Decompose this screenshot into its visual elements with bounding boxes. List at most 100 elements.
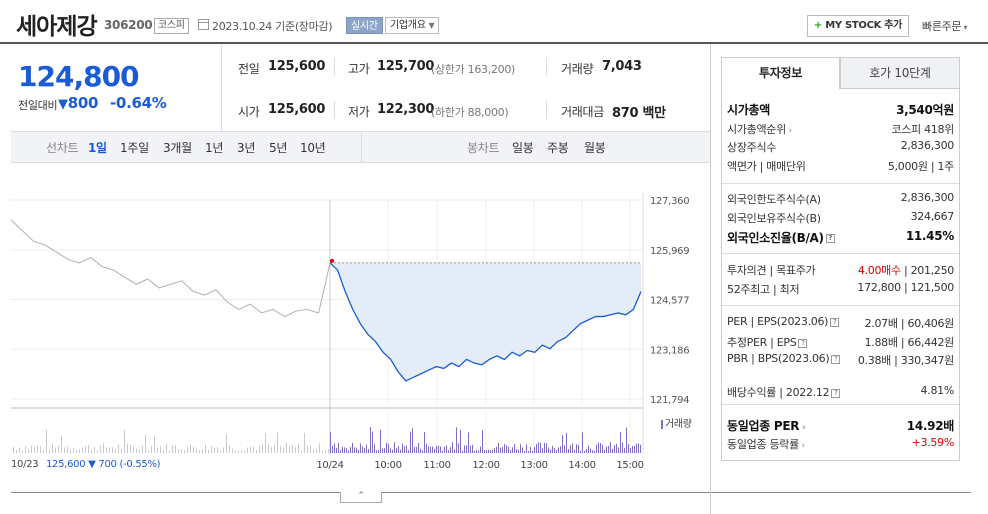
period-3y[interactable]: 3년 — [237, 141, 256, 155]
invest-info-value-text: 2,836,300 — [900, 191, 955, 204]
change-percent: -0.64% — [110, 94, 167, 112]
invest-info-value-text: | 201,250 — [900, 264, 954, 277]
invest-info-row: 외국인보유주식수(B) 324,667 — [727, 210, 954, 230]
help-icon[interactable]: ? — [831, 354, 841, 364]
invest-info-value-text: 4.81% — [920, 384, 955, 397]
volume-bar — [612, 448, 613, 453]
volume-bar — [544, 442, 545, 453]
volume-bar — [340, 450, 341, 453]
invest-info-row: 동일업종 등락률 › +3.59% — [727, 436, 954, 456]
invest-info-row: 투자의견 | 목표주가 4.00매수 | 201,250 — [727, 262, 954, 282]
my-stock-add-button[interactable]: + MY STOCK 추가 — [807, 15, 909, 37]
volume-bar — [366, 444, 367, 453]
realtime-button[interactable]: 실시간 — [346, 17, 383, 34]
invest-info-row: 외국인한도주식수(A) 2,836,300 — [727, 191, 954, 211]
volume-bar — [482, 430, 483, 453]
invest-info-label: 액면가 | 매매단위 — [727, 160, 806, 173]
volume-bar — [378, 449, 379, 453]
volume-bar — [256, 450, 257, 453]
candle-daily[interactable]: 일봉 — [512, 141, 534, 155]
chevron-right-icon[interactable]: › — [785, 126, 792, 136]
volume-bar — [118, 445, 119, 453]
chevron-down-icon: ▾ — [961, 23, 968, 32]
volume-bar — [568, 448, 569, 453]
invest-info-label: 시가총액순위 › — [727, 123, 792, 136]
volume-bar — [142, 445, 143, 453]
volume-bar — [428, 446, 429, 453]
volume-bar — [572, 443, 573, 453]
period-10y[interactable]: 10년 — [300, 141, 326, 155]
volume-bar — [274, 444, 275, 453]
volume-bar — [344, 447, 345, 453]
volume-bar — [508, 446, 509, 453]
change-amount: ▼800 — [58, 94, 98, 112]
collapse-button[interactable]: ⌃ — [340, 492, 382, 503]
volume-bar — [362, 446, 363, 453]
tab-order-book[interactable]: 호가 10단계 — [840, 57, 960, 89]
volume-bar — [520, 444, 521, 453]
period-1w[interactable]: 1주일 — [120, 141, 149, 155]
volume-bar — [538, 442, 539, 453]
help-icon[interactable]: ? — [831, 388, 841, 398]
invest-info-value: 14.92배 — [907, 417, 955, 434]
volume-bar — [109, 447, 110, 453]
volume-bar — [73, 448, 74, 453]
volume-bar — [295, 446, 296, 453]
chevron-right-icon[interactable]: › — [799, 423, 806, 433]
volume-bar — [262, 443, 263, 453]
invest-info-value: 324,667 — [911, 210, 955, 223]
candle-monthly[interactable]: 월봉 — [584, 141, 606, 155]
volume-bar — [472, 444, 473, 453]
period-1d[interactable]: 1일 — [88, 141, 107, 155]
volume-bar — [400, 449, 401, 453]
stock-code: 306200 — [104, 18, 153, 32]
volume-bar — [112, 447, 113, 453]
volume-bar — [154, 436, 155, 453]
volume-bar — [292, 444, 293, 453]
volume-bar — [438, 445, 439, 453]
volume-bar — [184, 450, 185, 453]
candle-weekly[interactable]: 주봉 — [547, 141, 569, 155]
price-chart[interactable]: 127,360 125,969 124,577 123,186 121,794 10/24… — [0, 163, 712, 493]
invest-info-value: 4.81% — [920, 384, 955, 397]
volume-bar — [43, 449, 44, 453]
help-icon[interactable]: ? — [798, 338, 808, 348]
help-icon[interactable]: ? — [825, 234, 835, 243]
period-3m[interactable]: 3개월 — [163, 141, 192, 155]
volume-bar — [298, 443, 299, 453]
quick-order-dropdown[interactable]: 빠른주문 ▾ — [922, 18, 968, 34]
volume-bar — [342, 446, 343, 453]
volume-bar — [268, 443, 269, 453]
volume-bar — [518, 450, 519, 453]
volume-bar — [217, 447, 218, 453]
volume-bar — [528, 450, 529, 453]
my-stock-label: MY STOCK 추가 — [825, 20, 903, 31]
volume-bar — [330, 432, 331, 453]
volume-bar — [253, 446, 254, 453]
volume-bar — [444, 446, 445, 453]
company-overview-dropdown[interactable]: 기업개요 ▼ — [385, 17, 440, 34]
chevron-right-icon[interactable]: › — [798, 441, 805, 451]
calendar-icon — [198, 19, 209, 30]
volume-bar — [386, 442, 387, 453]
x-tick-label: 11:00 — [423, 460, 450, 471]
help-icon[interactable]: ? — [830, 317, 840, 327]
volume-bar — [562, 434, 563, 453]
volume-bar — [622, 442, 623, 453]
volume-bar — [618, 447, 619, 453]
invest-info-value: 2,836,300 — [901, 139, 955, 152]
invest-info-row: 액면가 | 매매단위 5,000원 | 1주 — [727, 158, 954, 178]
volume-bar — [434, 448, 435, 453]
volume-bar — [88, 444, 89, 453]
invest-info-value: 2,836,300 — [900, 191, 955, 204]
volume-bar — [584, 450, 585, 453]
volume-bar — [94, 447, 95, 453]
period-1y[interactable]: 1년 — [205, 141, 224, 155]
volume-bar — [139, 449, 140, 453]
divider — [722, 183, 959, 184]
volume-bar — [640, 444, 641, 453]
volume-bar — [558, 447, 559, 453]
period-5y[interactable]: 5년 — [269, 141, 288, 155]
tab-invest-info[interactable]: 투자정보 — [721, 57, 840, 89]
volume-bar — [452, 442, 453, 453]
